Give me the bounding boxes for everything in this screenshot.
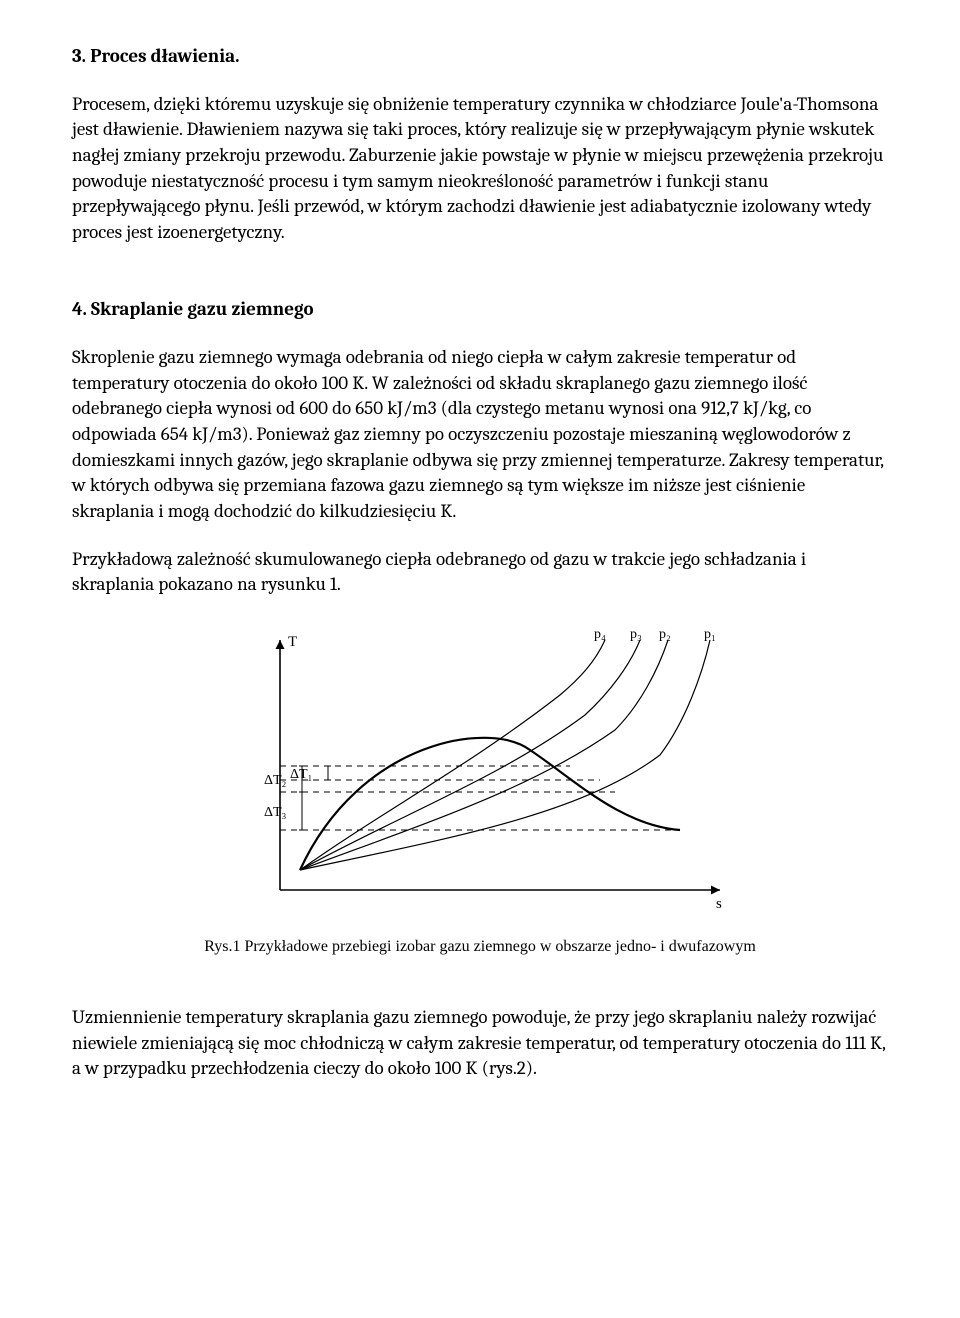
svg-text:ΔT₁: ΔT₁ [290, 767, 312, 782]
section-4-paragraph-2: Przykładową zależność skumulowanego ciep… [72, 547, 888, 598]
svg-text:T: T [288, 634, 297, 650]
section-3-paragraph: Procesem, dzięki któremu uzyskuje się ob… [72, 92, 888, 246]
svg-text:p₃: p₃ [630, 627, 642, 642]
section-4-heading: 4. Skraplanie gazu ziemnego [72, 297, 888, 323]
svg-text:ΔT₃: ΔT₃ [264, 805, 287, 820]
svg-text:p₂: p₂ [659, 627, 671, 642]
section-3-heading: 3. Proces dławienia. [72, 44, 888, 70]
svg-text:p₁: p₁ [704, 627, 716, 642]
figure-1-svg: Ts ΔT₁ΔT₂ ΔT₃ p₄ p₃ p₂ p₁ [220, 620, 740, 920]
section-4-paragraph-1: Skroplenie gazu ziemnego wymaga odebrani… [72, 345, 888, 524]
svg-text:p₄: p₄ [594, 627, 606, 642]
closing-paragraph: Uzmiennienie temperatury skraplania gazu… [72, 1005, 888, 1082]
figure-1-caption: Rys.1 Przykładowe przebiegi izobar gazu … [72, 936, 888, 958]
svg-text:s: s [716, 896, 722, 912]
figure-1: Ts ΔT₁ΔT₂ ΔT₃ p₄ p₃ p₂ p₁ [72, 620, 888, 928]
svg-text:ΔT₂: ΔT₂ [264, 773, 287, 788]
